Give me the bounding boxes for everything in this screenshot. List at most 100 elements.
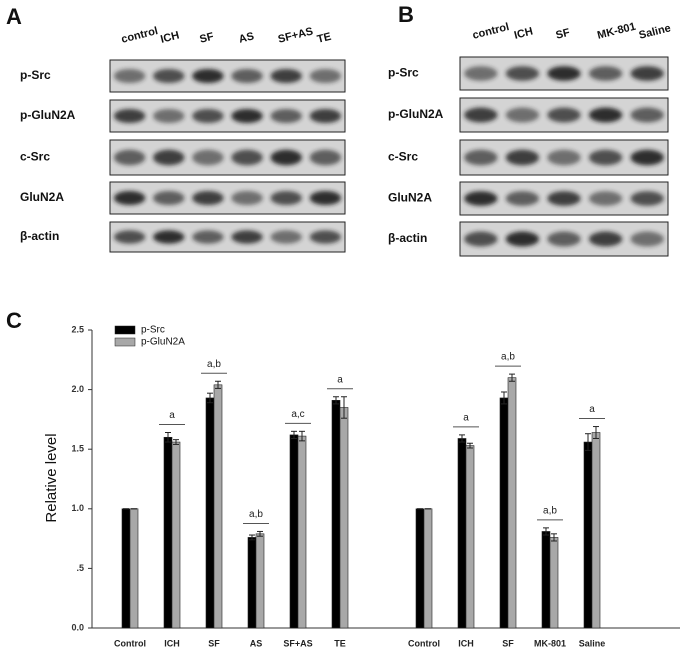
panel-letter: A [6, 4, 22, 29]
blot-band [113, 149, 146, 166]
error-bar [467, 442, 473, 449]
y-tick-label: 2.5 [71, 324, 84, 334]
error-bar [501, 391, 507, 405]
blot-band [153, 68, 185, 84]
error-bar [215, 380, 221, 389]
error-bar [249, 534, 255, 541]
blot-band [192, 230, 224, 244]
y-axis-label: Relative level [43, 433, 60, 522]
sig-label: a [337, 374, 343, 385]
error-bar [291, 430, 297, 439]
blot-band [153, 108, 185, 124]
x-tick-label: Control [408, 638, 440, 648]
blot-band [547, 107, 581, 123]
bar [499, 397, 509, 629]
blot-band [630, 107, 664, 123]
lane-label: control [120, 25, 159, 46]
blot-band [192, 190, 224, 206]
bar [331, 400, 341, 629]
bar [415, 508, 425, 629]
bar [339, 407, 349, 629]
y-tick-label: 2.0 [71, 384, 84, 394]
legend-label: p-GluN2A [141, 337, 185, 348]
blot-band [113, 230, 146, 244]
error-bar [207, 392, 213, 404]
error-bar [551, 533, 557, 542]
blot-band [231, 108, 263, 124]
bar [289, 434, 299, 629]
blot-band [630, 66, 664, 81]
error-bar [585, 433, 591, 451]
blot-band [547, 66, 581, 81]
lane-label: ICH [513, 25, 534, 41]
lane-label: control [471, 21, 510, 42]
x-tick-label: TE [334, 638, 346, 648]
blot-band [192, 108, 224, 124]
blot-band [505, 107, 540, 123]
error-bar [593, 426, 599, 439]
blot-band [505, 191, 540, 206]
bar [423, 508, 433, 629]
blot-band [231, 149, 263, 166]
row-label: p-GluN2A [388, 107, 444, 121]
lane-label: ICH [159, 29, 180, 45]
error-bar [543, 527, 549, 536]
legend-label: p-Src [141, 325, 165, 336]
sig-label: a,b [249, 509, 263, 520]
panel-letter: C [6, 308, 22, 333]
blot-band [153, 190, 185, 206]
blot-band [270, 230, 302, 244]
blot-band [309, 230, 342, 244]
sig-label: a,b [501, 352, 515, 363]
blot-band [153, 230, 185, 244]
error-bar [257, 530, 263, 537]
lane-label: SF+AS [277, 25, 315, 45]
x-tick-label: Control [114, 638, 146, 648]
y-tick-label: 0.0 [71, 622, 84, 632]
blot-band [270, 68, 302, 84]
blot-band [231, 190, 263, 206]
bar [507, 377, 517, 629]
sig-label: a,b [207, 359, 221, 370]
blot-band [270, 149, 302, 166]
lane-label: SF [555, 27, 572, 42]
blot-band [630, 149, 664, 166]
blot-band [113, 190, 146, 206]
bar [121, 508, 131, 629]
bar [171, 441, 181, 629]
blot-band [192, 68, 224, 84]
y-tick-label: .5 [76, 563, 84, 573]
blot-band [192, 149, 224, 166]
bar [457, 438, 467, 629]
x-tick-label: ICH [164, 638, 180, 648]
row-label: p-Src [20, 68, 51, 82]
row-label: p-GluN2A [20, 108, 76, 122]
blot-strip [109, 59, 346, 93]
blot-band [547, 191, 581, 206]
y-tick-label: 1.5 [71, 444, 84, 454]
blot-band [231, 230, 263, 244]
blot-band [270, 108, 302, 124]
row-label: β-actin [388, 231, 427, 245]
bar [129, 508, 139, 629]
legend-swatch [114, 325, 136, 335]
panel-letter: B [398, 2, 414, 27]
row-label: GluN2A [20, 190, 64, 204]
legend-swatch [114, 337, 136, 347]
blot-band [464, 149, 498, 166]
x-tick-label: MK-801 [534, 638, 566, 648]
row-label: p-Src [388, 66, 419, 80]
blot-band [464, 191, 498, 206]
error-bar [299, 430, 305, 442]
x-tick-label: SF [208, 638, 220, 648]
row-label: c-Src [20, 150, 50, 164]
blot-strip [109, 99, 346, 133]
blot-band [309, 149, 342, 166]
lane-label: SF [198, 31, 215, 46]
blot-band [113, 68, 146, 84]
x-tick-label: AS [250, 638, 263, 648]
bar [541, 531, 551, 629]
error-bar [333, 396, 339, 405]
lane-label: Saline [638, 22, 672, 41]
